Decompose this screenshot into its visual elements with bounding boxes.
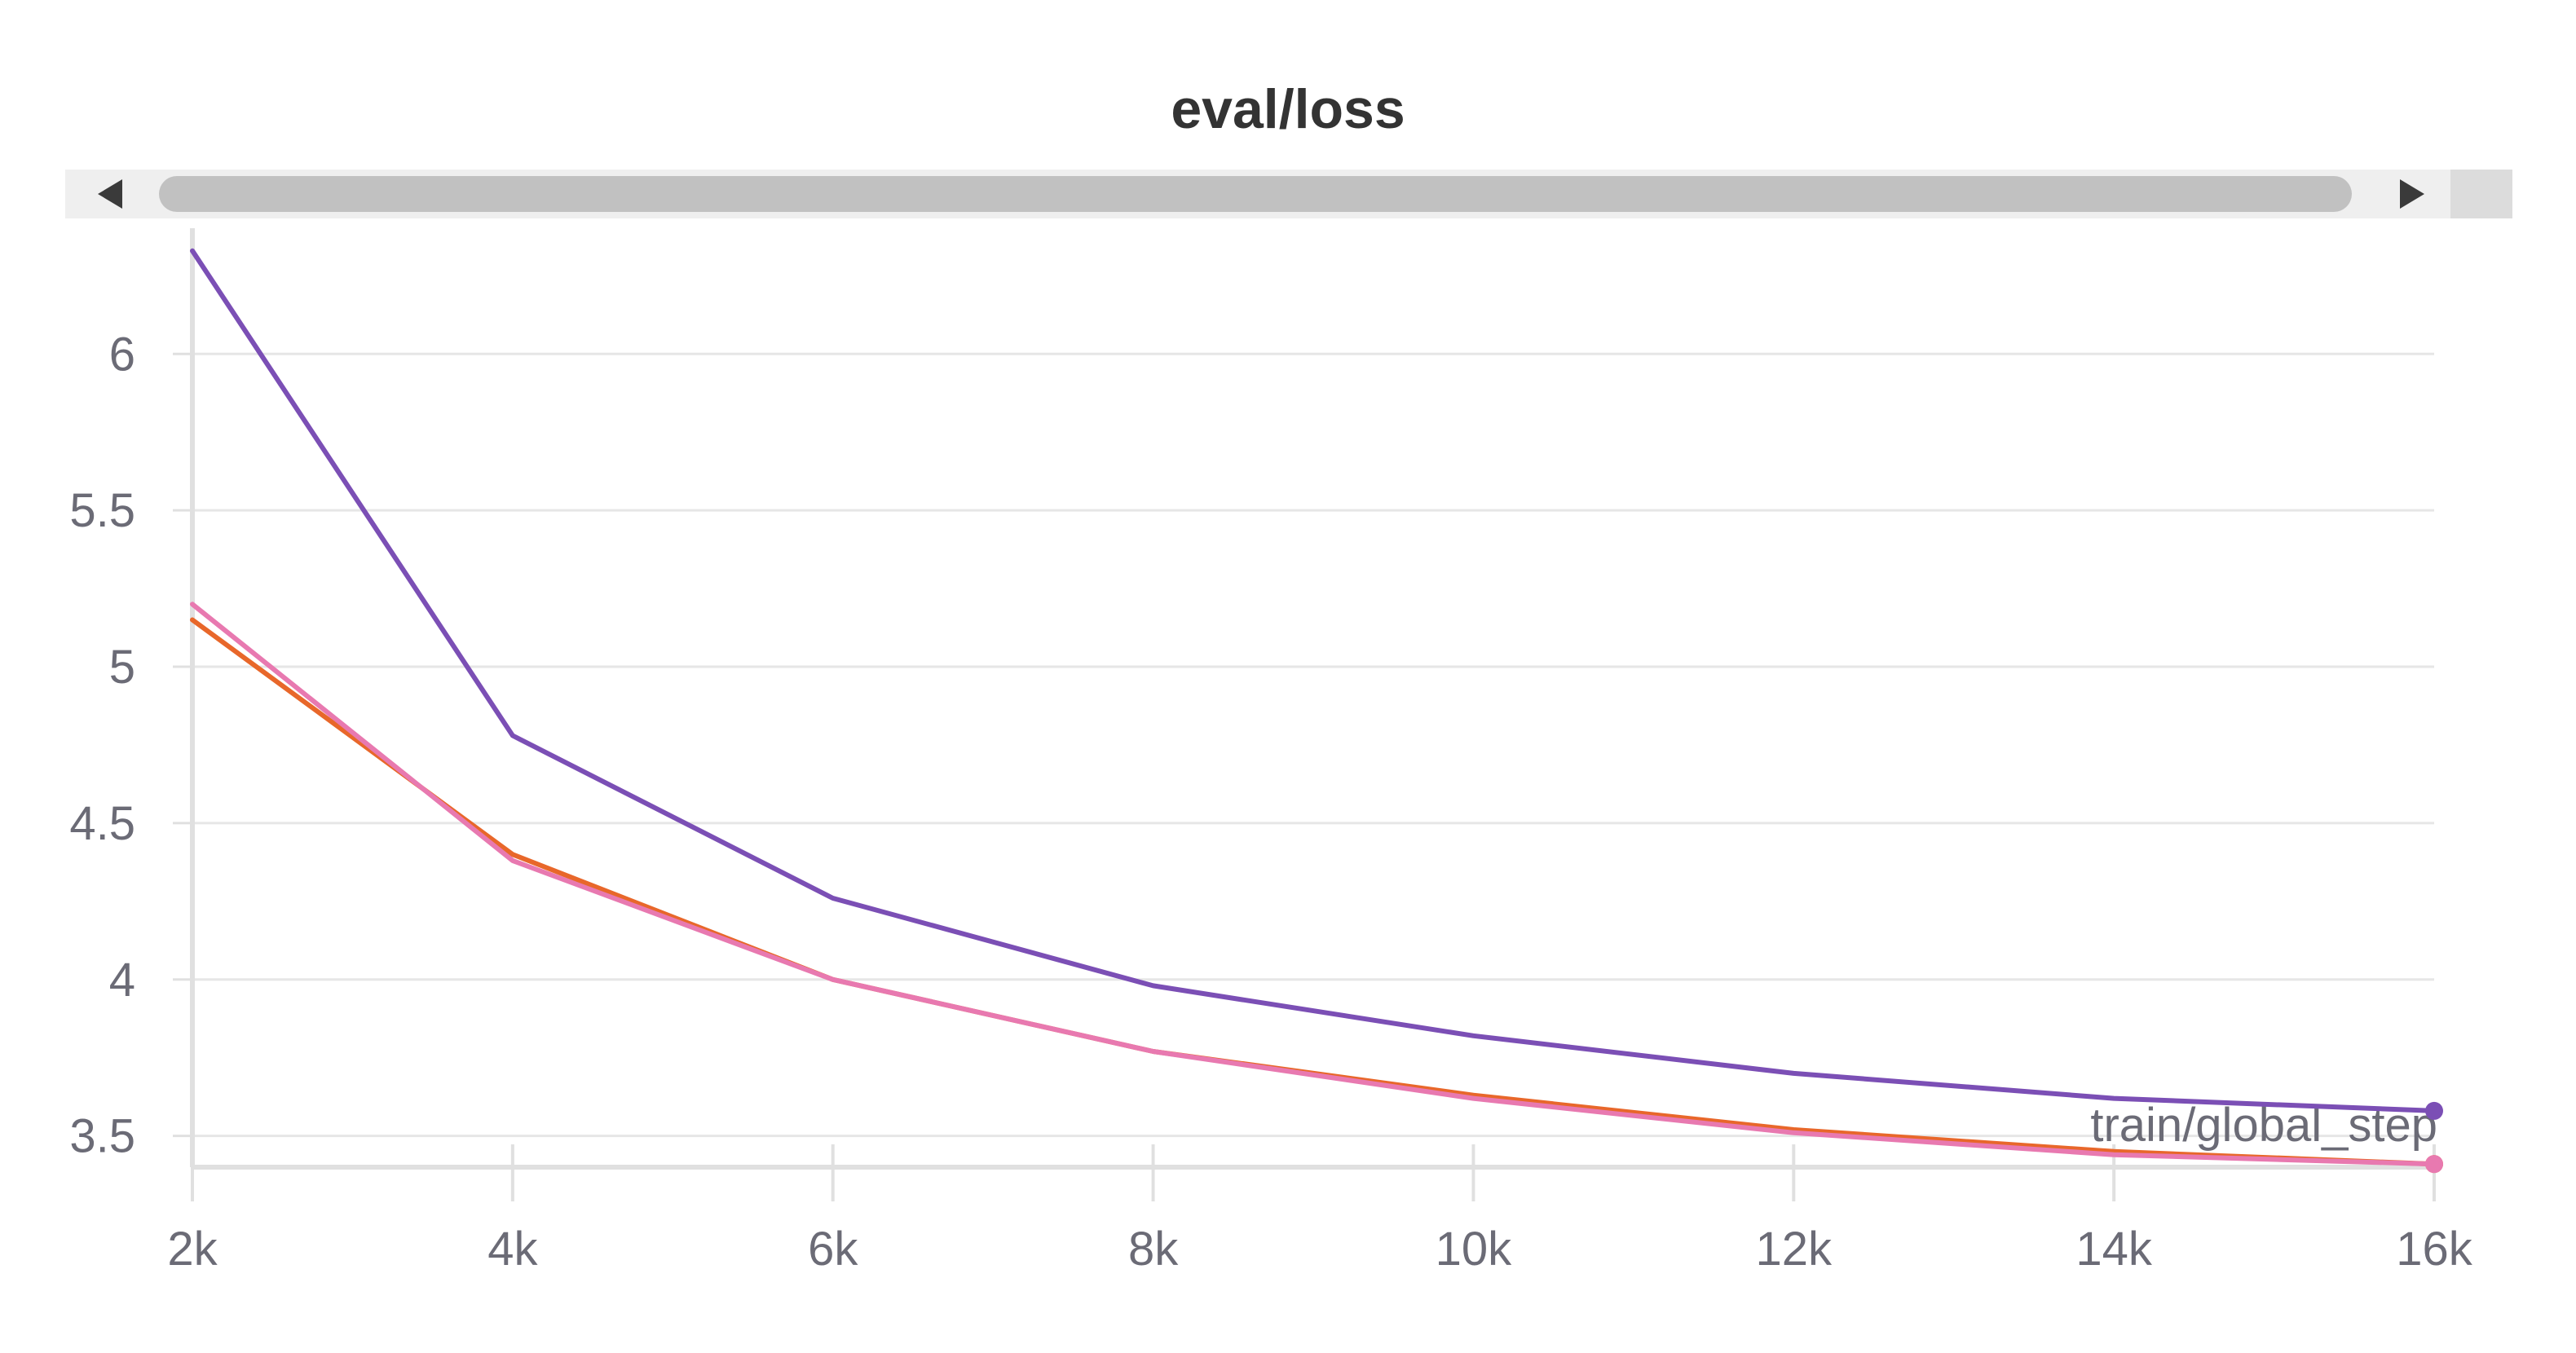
y-tick-label: 5	[109, 641, 135, 694]
series-end-marker-1	[2425, 1101, 2443, 1120]
y-tick-label: 4	[109, 954, 135, 1007]
caret-left-icon[interactable]	[98, 179, 122, 209]
y-tick-label: 5.5	[69, 484, 135, 537]
series-line-2	[190, 617, 2437, 1167]
series-line-3	[190, 602, 2437, 1167]
x-tick-label: 6k	[808, 1223, 858, 1276]
chart-title: eval/loss	[1171, 78, 1405, 140]
x-tick-label: 10k	[1436, 1223, 1513, 1276]
axes: 3.5 4 4.5 5 5.5 6 2k 4k 6k 8k 10k 12k 14k 16k	[69, 228, 2473, 1276]
x-tick-label: 8k	[1128, 1223, 1179, 1276]
x-tick-label: 4k	[487, 1223, 538, 1276]
series-lines	[190, 248, 2443, 1174]
horizontal-scrollbar[interactable]	[65, 170, 2512, 218]
caret-right-icon[interactable]	[2400, 179, 2424, 209]
x-tick-label: 12k	[1756, 1223, 1833, 1276]
x-tick-label: 2k	[167, 1223, 218, 1276]
y-tick-label: 6	[109, 328, 135, 381]
series-line-1	[190, 248, 2437, 1113]
gridlines	[192, 352, 2434, 1138]
y-tick-label: 4.5	[69, 797, 135, 850]
x-tick-label: 14k	[2075, 1223, 2153, 1276]
scrollbar-end-cap	[2450, 170, 2512, 218]
series-end-marker-3	[2425, 1155, 2443, 1174]
x-tick-label: 16k	[2396, 1223, 2473, 1276]
scrollbar-thumb[interactable]	[159, 176, 2352, 212]
y-tick-label: 3.5	[69, 1110, 135, 1163]
